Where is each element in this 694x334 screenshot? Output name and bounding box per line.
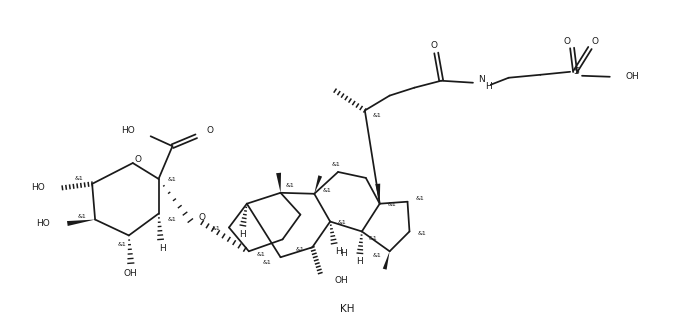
Text: &1: &1 [285,183,294,188]
Polygon shape [67,219,95,226]
Text: HO: HO [31,183,44,192]
Text: OH: OH [626,72,639,81]
Text: H: H [159,244,166,253]
Polygon shape [375,184,380,204]
Text: O: O [564,36,570,45]
Text: &1: &1 [167,217,176,222]
Text: &1: &1 [373,113,382,118]
Text: &1: &1 [263,260,271,265]
Text: &1: &1 [338,220,347,225]
Text: &1: &1 [322,188,331,193]
Text: H: H [335,247,341,256]
Text: &1: &1 [296,247,305,252]
Text: &1: &1 [388,202,396,207]
Text: &1: &1 [257,252,266,257]
Text: &1: &1 [332,162,341,167]
Text: H: H [485,82,491,91]
Text: &1: &1 [417,231,426,236]
Text: HO: HO [36,219,49,228]
Text: O: O [198,213,205,222]
Text: KH: KH [340,304,354,314]
Text: &1: &1 [369,236,378,241]
Text: H: H [340,249,347,258]
Text: &1: &1 [416,196,424,201]
Polygon shape [314,175,322,194]
Text: &1: &1 [74,176,83,181]
Text: N: N [478,75,484,84]
Text: &1: &1 [167,177,176,182]
Text: &1: &1 [373,253,382,258]
Text: S: S [573,67,579,76]
Text: H: H [357,257,363,266]
Text: OH: OH [124,269,137,278]
Text: H: H [239,230,246,239]
Text: &1: &1 [118,242,127,247]
Text: O: O [206,126,213,135]
Text: OH: OH [334,276,348,285]
Text: O: O [431,40,438,49]
Text: &1: &1 [211,226,220,231]
Polygon shape [276,173,281,193]
Text: HO: HO [121,126,135,135]
Text: O: O [134,155,142,164]
Polygon shape [383,251,389,270]
Text: &1: &1 [78,214,86,219]
Text: O: O [591,36,598,45]
